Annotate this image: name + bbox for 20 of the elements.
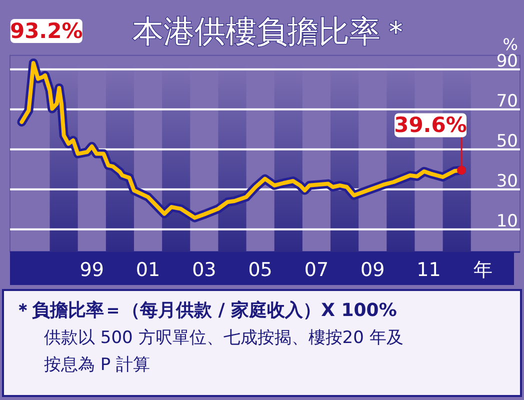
chart-title: 本港供樓負擔比率＊ xyxy=(132,14,412,50)
x-tick-label: 03 xyxy=(192,259,216,281)
x-tick-label: 07 xyxy=(304,259,329,281)
y-tick-label: 90 xyxy=(496,51,518,72)
text: ＊負擔比率＝（每月供款 / 家庭收入）X 100% xyxy=(14,300,397,321)
x-tick-label: 05 xyxy=(248,259,272,281)
x-axis-title: 年 xyxy=(474,259,492,281)
x-tick-label: 99 xyxy=(80,259,104,281)
y-tick-label: 10 xyxy=(496,211,518,232)
text: 供款以 500 方呎單位、七成按揭、樓按20 年及 xyxy=(44,328,404,348)
y-tick-label: 30 xyxy=(496,171,518,192)
annotation: 39.6% xyxy=(394,113,467,138)
annotation: 93.2% xyxy=(10,19,83,43)
x-tick-label: 09 xyxy=(360,259,385,281)
text: 按息為 P 計算 xyxy=(44,355,150,375)
y-tick-label: 70 xyxy=(496,91,518,112)
x-tick-label: 01 xyxy=(136,259,160,281)
y-axis-title: % xyxy=(502,35,518,54)
x-tick-label: 11 xyxy=(416,259,441,281)
y-tick-label: 50 xyxy=(496,131,518,152)
